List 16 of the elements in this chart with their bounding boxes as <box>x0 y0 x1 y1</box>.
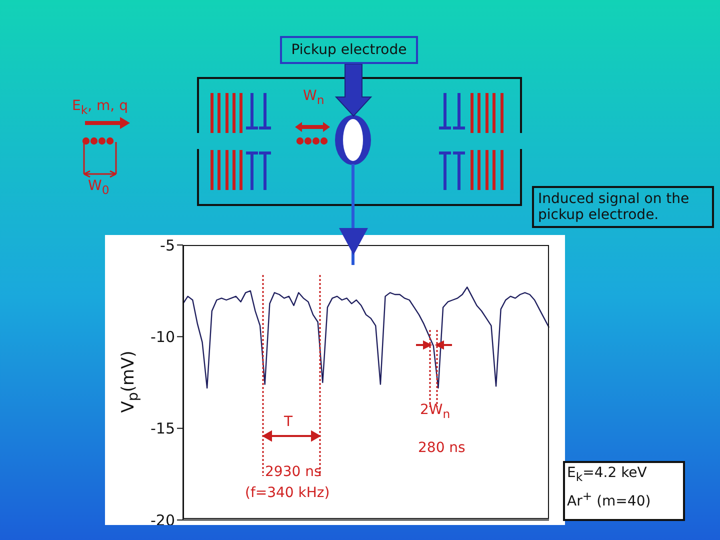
y-tick-label: -5 <box>160 236 175 254</box>
annotation: 280 ns <box>418 440 466 456</box>
text: Pickup electrode <box>280 36 418 64</box>
text: E$_{k}$, m, q <box>72 98 128 117</box>
text: W$_{0}$ <box>88 178 110 197</box>
y-tick-label: -10 <box>150 328 175 346</box>
text: Ar$^{+}$ (m=40) <box>567 489 651 510</box>
text: W$_{n}$ <box>303 88 324 107</box>
annotation: 2930 ns <box>265 464 322 480</box>
text: E$_{k}$=4.2 keV <box>567 465 647 484</box>
text: Induced signal on the pickup electrode. <box>532 186 714 228</box>
y-tick-label: -15 <box>150 420 175 438</box>
annotation: T <box>284 414 293 430</box>
line-series <box>182 286 550 389</box>
annotation: (f=340 kHz) <box>245 485 330 501</box>
annotation: 2W$_{n}$ <box>420 402 450 421</box>
